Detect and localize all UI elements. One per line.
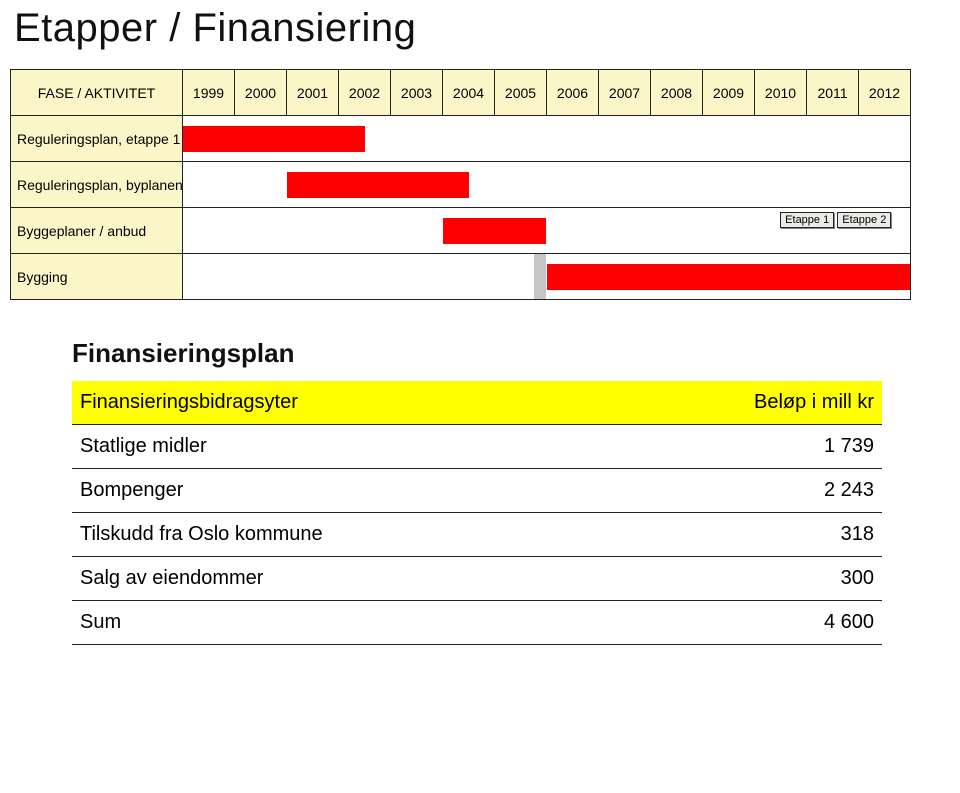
- finance-row-4-value: 4 600: [686, 601, 882, 645]
- gantt-row-1-label: Reguleringsplan, byplanen: [11, 162, 183, 208]
- gantt-year-8: 2007: [599, 70, 651, 116]
- gantt-grey-stub: [534, 254, 547, 299]
- gantt-year-1: 2000: [235, 70, 287, 116]
- gantt-bar-0: [183, 126, 365, 152]
- gantt-bar-1: [287, 172, 469, 198]
- finance-row-2-label: Tilskudd fra Oslo kommune: [72, 513, 686, 557]
- gantt-row-2-label: Byggeplaner / anbud: [11, 208, 183, 254]
- gantt-year-10: 2009: [703, 70, 755, 116]
- finance-row-2-value: 318: [686, 513, 882, 557]
- finance-row-3-value: 300: [686, 557, 882, 601]
- gantt-year-6: 2005: [495, 70, 547, 116]
- gantt-row-1: Reguleringsplan, byplanen: [11, 162, 911, 208]
- finance-header-right: Beløp i mill kr: [686, 381, 882, 425]
- finance-row-0: Statlige midler 1 739: [72, 425, 882, 469]
- gantt-year-13: 2012: [859, 70, 911, 116]
- gantt-year-4: 2003: [391, 70, 443, 116]
- finance-row-3-label: Salg av eiendommer: [72, 557, 686, 601]
- gantt-year-12: 2011: [807, 70, 859, 116]
- gantt-bar-2: [443, 218, 547, 244]
- gantt-row-1-track: [183, 162, 911, 208]
- gantt-corner-label: FASE / AKTIVITET: [11, 70, 183, 116]
- etappe-2-badge: Etappe 2: [837, 212, 891, 228]
- gantt-year-0: 1999: [183, 70, 235, 116]
- page: Etapper / Finansiering FASE / AKTIVITET …: [0, 6, 960, 793]
- finance-row-0-label: Statlige midler: [72, 425, 686, 469]
- finance-row-3: Salg av eiendommer 300: [72, 557, 882, 601]
- gantt-row-3-label: Bygging: [11, 254, 183, 300]
- gantt-row-3-track: [183, 254, 911, 300]
- finance-row-1-value: 2 243: [686, 469, 882, 513]
- finance-row-0-value: 1 739: [686, 425, 882, 469]
- finance-row-2: Tilskudd fra Oslo kommune 318: [72, 513, 882, 557]
- gantt-chart: FASE / AKTIVITET 1999 2000 2001 2002 200…: [10, 69, 911, 300]
- finance-row-1: Bompenger 2 243: [72, 469, 882, 513]
- gantt-row-0-label: Reguleringsplan, etappe 1: [11, 116, 183, 162]
- etappe-1-badge: Etappe 1: [780, 212, 834, 228]
- gantt-year-11: 2010: [755, 70, 807, 116]
- finance-header-row: Finansieringsbidragsyter Beløp i mill kr: [72, 381, 882, 425]
- gantt-year-7: 2006: [547, 70, 599, 116]
- gantt-year-3: 2002: [339, 70, 391, 116]
- finance-header-left: Finansieringsbidragsyter: [72, 381, 686, 425]
- gantt-year-5: 2004: [443, 70, 495, 116]
- gantt-year-9: 2008: [651, 70, 703, 116]
- gantt-row-0: Reguleringsplan, etappe 1: [11, 116, 911, 162]
- milestone-marker-2: [895, 271, 909, 283]
- milestone-marker-1: [791, 271, 805, 283]
- gantt-row-2: Byggeplaner / anbud Etappe 1 Etappe 2: [11, 208, 911, 254]
- page-title: Etapper / Finansiering: [14, 6, 920, 51]
- finance-row-1-label: Bompenger: [72, 469, 686, 513]
- gantt-row-3: Bygging: [11, 254, 911, 300]
- finance-title: Finansieringsplan: [72, 338, 920, 369]
- gantt-header-row: FASE / AKTIVITET 1999 2000 2001 2002 200…: [11, 70, 911, 116]
- finance-row-4-label: Sum: [72, 601, 686, 645]
- finance-row-4: Sum 4 600: [72, 601, 882, 645]
- gantt-row-0-track: [183, 116, 911, 162]
- finance-table: Finansieringsbidragsyter Beløp i mill kr…: [72, 381, 882, 645]
- gantt-year-2: 2001: [287, 70, 339, 116]
- gantt-bar-3: [547, 264, 911, 290]
- gantt-row-2-track: Etappe 1 Etappe 2: [183, 208, 911, 254]
